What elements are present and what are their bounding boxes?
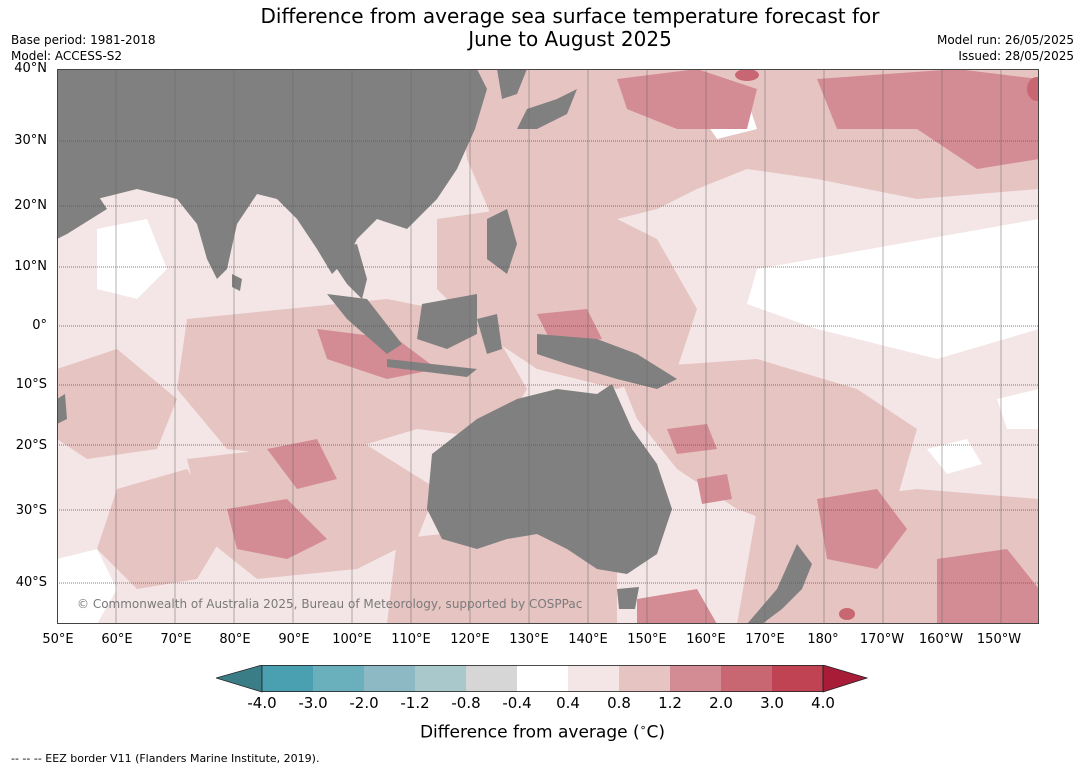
lon-label-90e: 90°E [278, 632, 310, 647]
colorbar-tick: 1.2 [658, 694, 682, 712]
meta-left: Base period: 1981-2018 Model: ACCESS-S2 [11, 32, 156, 64]
lat-label-30n: 30°N [14, 133, 47, 148]
lon-label-180: 180° [807, 632, 839, 647]
land-masses [57, 69, 812, 624]
colorbar-low-arrow [216, 665, 263, 693]
colorbar-tick: -0.8 [451, 694, 481, 712]
colorbar-segment [262, 665, 313, 692]
colorbar [216, 665, 869, 693]
base-period-text: Base period: 1981-2018 [11, 33, 156, 47]
eez-footnote: -- -- -- EEZ border V11 (Flanders Marine… [11, 752, 320, 765]
issued-text: Issued: 28/05/2025 [958, 49, 1074, 63]
sst-anomaly-map: © Commonwealth of Australia 2025, Bureau… [57, 69, 1039, 624]
lon-label-160w: 160°W [918, 632, 964, 647]
lon-label-170w: 170°W [859, 632, 905, 647]
chart-title-line2: June to August 2025 [468, 27, 672, 51]
lat-label-20n: 20°N [14, 198, 47, 213]
colorbar-tick: -0.4 [502, 694, 532, 712]
colorbar-high-arrow [822, 665, 869, 693]
colorbar-tick: 3.0 [760, 694, 784, 712]
colorbar-segment [670, 665, 721, 692]
lon-label-170e: 170°E [745, 632, 785, 647]
lat-label-0: 0° [32, 318, 47, 333]
colorbar-tick: 0.8 [607, 694, 631, 712]
lon-label-110e: 110°E [391, 632, 431, 647]
lat-label-30s: 30°S [15, 503, 47, 518]
model-text: Model: ACCESS-S2 [11, 49, 123, 63]
degree-symbol: ∘ [639, 721, 647, 734]
colorbar-tick: 4.0 [811, 694, 835, 712]
copyright-text: © Commonwealth of Australia 2025, Bureau… [77, 597, 583, 611]
colorbar-segment [517, 665, 568, 692]
lon-label-80e: 80°E [219, 632, 251, 647]
colorbar-tick: -1.2 [400, 694, 430, 712]
lon-label-130e: 130°E [509, 632, 549, 647]
colorbar-tick: 2.0 [709, 694, 733, 712]
colorbar-tick: -3.0 [298, 694, 328, 712]
anomaly-neutral-regions [57, 99, 1039, 624]
colorbar-segment [313, 665, 364, 692]
chart-title-line1: Difference from average sea surface temp… [260, 4, 880, 28]
colorbar-segment [721, 665, 772, 692]
colorbar-segment [619, 665, 670, 692]
colorbar-segment [415, 665, 466, 692]
colorbar-segment [568, 665, 619, 692]
lat-label-40n: 40°N [14, 61, 47, 76]
colorbar-tick: -4.0 [247, 694, 277, 712]
model-run-text: Model run: 26/05/2025 [936, 33, 1074, 47]
lon-label-50e: 50°E [42, 632, 74, 647]
anomaly-1.2-2.0-regions [227, 69, 1039, 624]
colorbar-segment [772, 665, 823, 692]
colorbar-tick: 0.4 [556, 694, 580, 712]
colorbar-label: Difference from average (∘C) [0, 721, 1085, 743]
lon-label-60e: 60°E [101, 632, 133, 647]
lon-label-100e: 100°E [332, 632, 372, 647]
lon-gridlines [115, 69, 1002, 624]
lat-label-20s: 20°S [15, 438, 47, 453]
anomaly-2.0-3.0-regions [735, 69, 1039, 620]
colorbar-label-text: Difference from average ( [419, 722, 640, 743]
colorbar-segment [364, 665, 415, 692]
map-svg [57, 69, 1039, 624]
lon-label-70e: 70°E [160, 632, 192, 647]
lon-label-140e: 140°E [568, 632, 608, 647]
lat-label-10n: 10°N [14, 259, 47, 274]
colorbar-segment [466, 665, 517, 692]
lat-label-40s: 40°S [15, 575, 47, 590]
lat-gridlines [57, 140, 1039, 584]
colorbar-label-unit: C) [646, 722, 666, 743]
meta-right: Model run: 26/05/2025 Issued: 28/05/2025 [937, 32, 1074, 64]
lon-label-150w: 150°W [976, 632, 1022, 647]
colorbar-tick: -2.0 [349, 694, 379, 712]
lon-label-120e: 120°E [450, 632, 490, 647]
lon-label-150e: 150°E [627, 632, 667, 647]
map-frame [57, 69, 1039, 624]
lon-label-160e: 160°E [686, 632, 726, 647]
lat-label-10s: 10°S [15, 377, 47, 392]
